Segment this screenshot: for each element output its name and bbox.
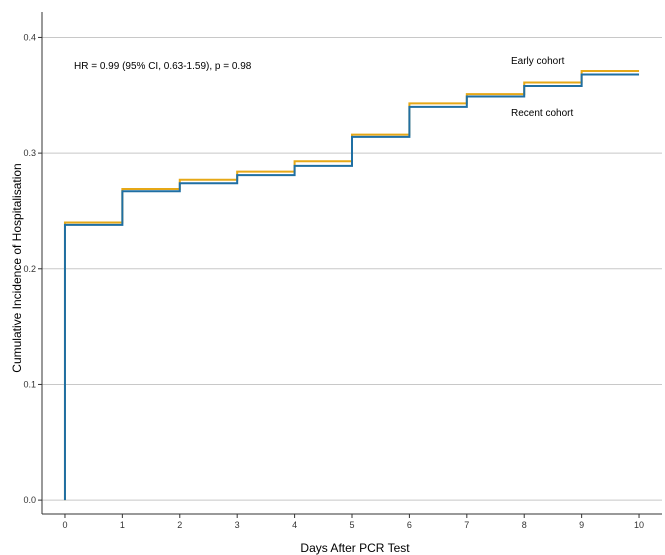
- series-line-recent-cohort: [63, 73, 640, 501]
- early-cohort-label: Early cohort: [511, 56, 565, 67]
- series-group: [63, 69, 640, 501]
- x-tick-label: 6: [407, 520, 412, 530]
- y-tick-label: 0.3: [23, 148, 36, 158]
- y-tick-label: 0.1: [23, 379, 36, 389]
- x-tick-label: 7: [464, 520, 469, 530]
- x-tick-label: 9: [579, 520, 584, 530]
- y-axis-title: Cumulative Incidence of Hospitalisation: [10, 163, 24, 372]
- gridlines: [42, 36, 662, 501]
- x-tick-label: 0: [62, 520, 67, 530]
- y-tick-label: 0.2: [23, 264, 36, 274]
- hr-annotation: HR = 0.99 (95% CI, 0.63-1.59), p = 0.98: [74, 61, 252, 72]
- x-tick-label: 8: [522, 520, 527, 530]
- y-tick-label: 0.0: [23, 495, 36, 505]
- x-tick-label: 4: [292, 520, 297, 530]
- x-tick-label: 1: [120, 520, 125, 530]
- x-tick-label: 2: [177, 520, 182, 530]
- x-tick-label: 10: [634, 520, 644, 530]
- x-tick-label: 5: [349, 520, 354, 530]
- x-tick-label: 3: [235, 520, 240, 530]
- recent-cohort-label: Recent cohort: [511, 108, 573, 119]
- axis-ticks: 0.0 0.1 0.2 0.3 0.4 0 1 2 3 4 5 6 7 8 9 10: [23, 32, 644, 530]
- y-tick-label: 0.4: [23, 32, 36, 42]
- x-axis-title: Days After PCR Test: [300, 541, 410, 555]
- series-line-early-cohort: [63, 69, 640, 501]
